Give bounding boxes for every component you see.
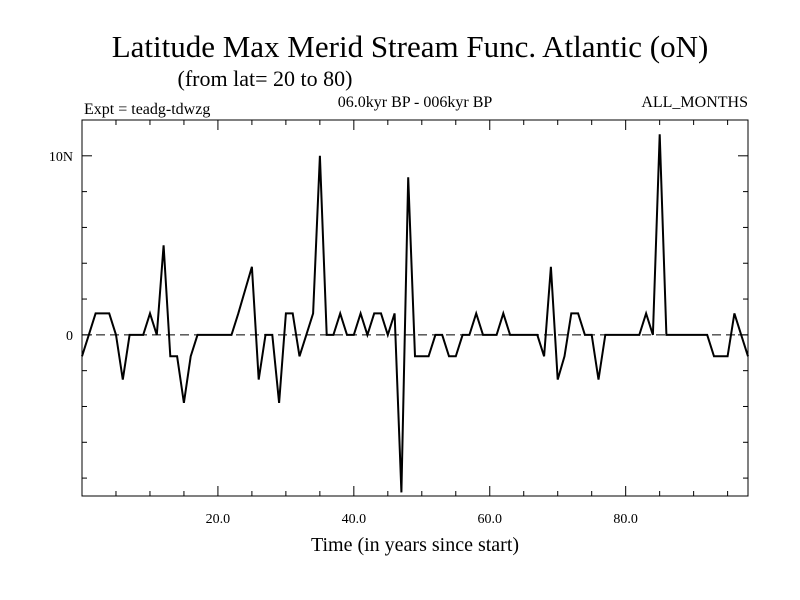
chart-subtitle: (from lat= 20 to 80) — [178, 66, 353, 91]
chart-title: Latitude Max Merid Stream Func. Atlantic… — [112, 29, 709, 64]
series-line — [81, 134, 749, 493]
y-tick-label: 0 — [66, 329, 73, 344]
period-label: 06.0kyr BP - 006kyr BP — [338, 94, 493, 111]
y-major-ticks: 0 10N — [49, 150, 748, 344]
x-tick-label: 60.0 — [478, 512, 503, 527]
x-minor-ticks — [115, 120, 729, 496]
x-tick-label: 40.0 — [342, 512, 367, 527]
x-axis-label: Time (in years since start) — [311, 534, 519, 556]
x-tick-label: 80.0 — [613, 512, 638, 527]
y-tick-label: 10N — [49, 150, 73, 165]
x-major-ticks: 20.0 40.0 60.0 80.0 — [206, 120, 638, 527]
x-tick-label: 20.0 — [206, 512, 231, 527]
experiment-label: Expt = teadg-tdwzg — [84, 101, 210, 118]
months-label: ALL_MONTHS — [641, 94, 748, 111]
y-minor-ticks — [82, 119, 748, 479]
plot-frame — [81, 119, 749, 497]
